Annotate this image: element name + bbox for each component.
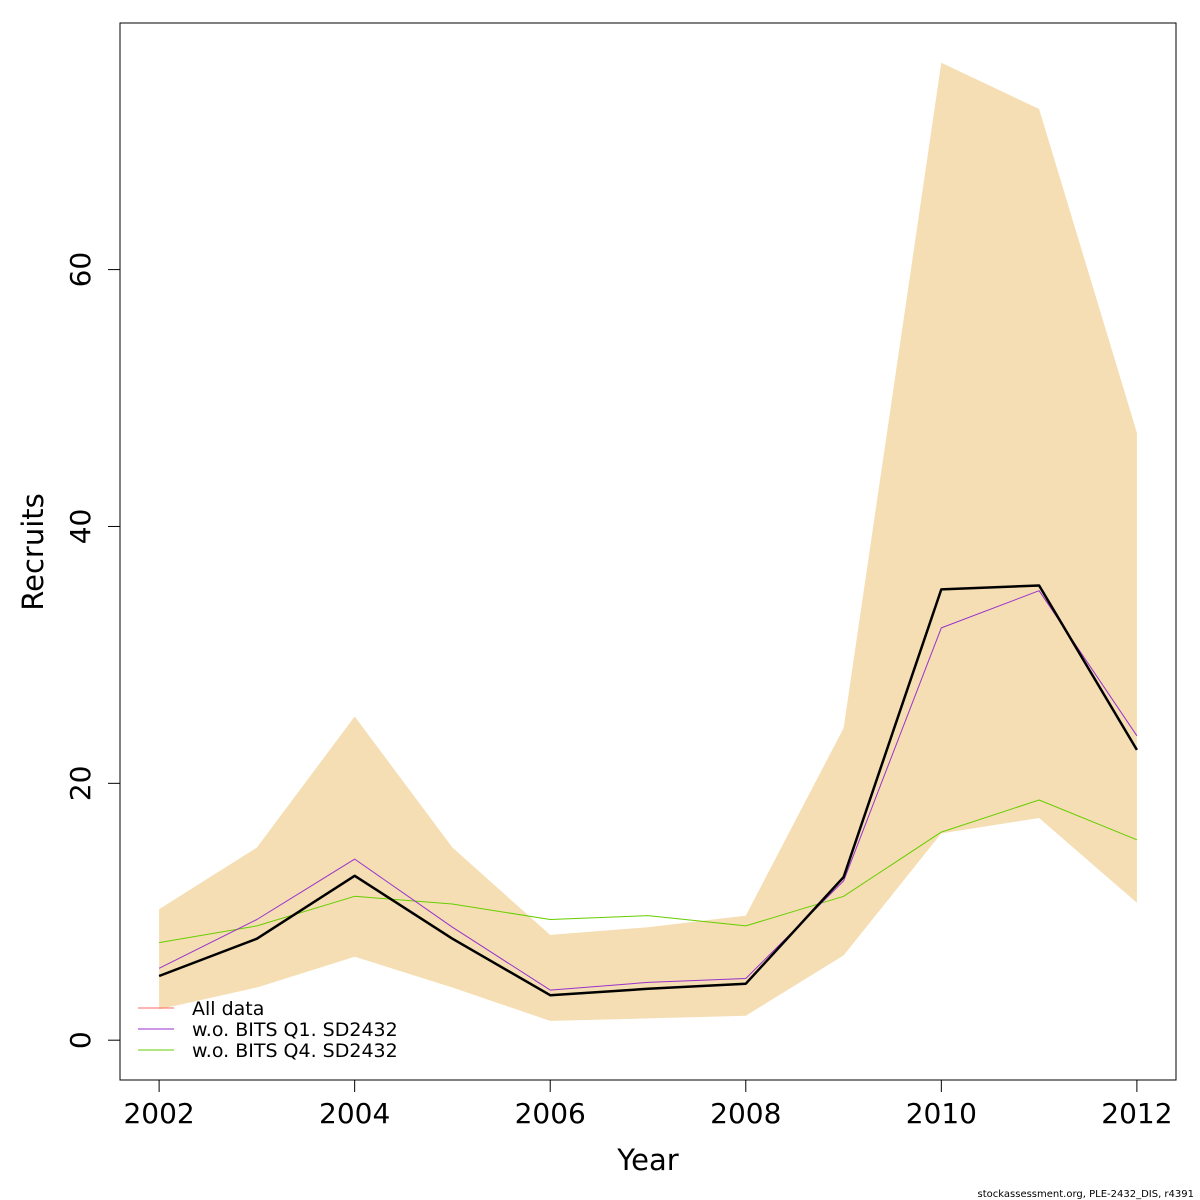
y-axis: 0 20 40 60 [64,252,121,1049]
legend-label: w.o. BITS Q1. SD2432 [192,1019,398,1041]
footer-note: stockassessment.org, PLE-2432_DIS, r4391 [978,1189,1194,1200]
y-tick-label: 0 [64,1031,97,1049]
y-tick-label: 60 [64,252,97,288]
x-axis-title: Year [616,1143,678,1177]
series-line-2 [158,590,1138,991]
y-tick-label: 40 [64,509,97,545]
x-tick-label: 2004 [319,1097,390,1130]
y-tick-label: 20 [64,766,97,802]
series-layer [158,584,1138,997]
series-line-1 [158,584,1138,997]
x-tick-label: 2012 [1101,1097,1172,1130]
confidence-band [159,62,1137,1021]
legend-label: All data [192,998,264,1020]
confidence-band-layer [159,62,1137,1021]
x-tick-label: 2010 [906,1097,977,1130]
x-tick-label: 2006 [515,1097,586,1130]
x-axis: 2002 2004 2006 2008 2010 2012 [123,1079,1173,1130]
x-tick-label: 2008 [710,1097,781,1130]
x-tick-label: 2002 [123,1097,194,1130]
legend-label: w.o. BITS Q4. SD2432 [192,1040,398,1062]
series-line-3 [159,799,1138,944]
y-axis-title: Recruits [16,493,50,610]
